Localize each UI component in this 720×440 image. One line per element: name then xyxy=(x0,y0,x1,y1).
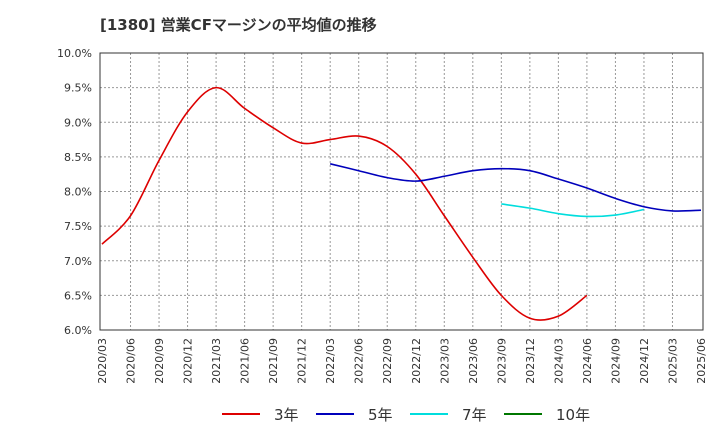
series-line-2 xyxy=(330,163,702,212)
legend-swatch xyxy=(316,413,354,415)
chart-title: [1380] 営業CFマージンの平均値の推移 xyxy=(100,16,377,34)
y-tick-label: 8.0% xyxy=(64,186,92,199)
x-tick-label: 2021/03 xyxy=(210,338,223,384)
y-tick-label: 9.0% xyxy=(64,116,92,129)
legend-item: 10年 xyxy=(504,402,590,426)
y-tick-label: 8.5% xyxy=(64,151,92,164)
x-tick-label: 2021/12 xyxy=(296,338,309,384)
x-tick-label: 2022/06 xyxy=(353,338,366,384)
x-tick-label: 2021/06 xyxy=(239,338,252,384)
x-tick-label: 2020/09 xyxy=(153,338,166,384)
x-tick-label: 2022/12 xyxy=(410,338,423,384)
legend-item: 5年 xyxy=(316,402,393,426)
legend: 3年 5年 7年 10年 xyxy=(0,402,720,426)
series-line-1 xyxy=(101,86,588,321)
series-line-3 xyxy=(501,203,645,218)
x-tick-label: 2023/06 xyxy=(467,338,480,384)
x-tick-label: 2024/09 xyxy=(609,338,622,384)
axis-layer: 6.0% 6.5% 7.0% 7.5% 8.0% 8.5% 9.0% 9.5% 10.0% 202… xyxy=(57,47,708,384)
x-tick-label: 2022/03 xyxy=(324,338,337,384)
x-tick-label: 2022/09 xyxy=(381,338,394,384)
x-tick-label: 2023/09 xyxy=(495,338,508,384)
legend-swatch xyxy=(410,413,448,415)
legend-swatch xyxy=(222,413,260,415)
y-tick-label: 7.5% xyxy=(64,220,92,233)
plot-border xyxy=(99,52,704,331)
y-tick-label: 10.0% xyxy=(57,47,92,60)
legend-label: 7年 xyxy=(462,405,487,424)
x-tick-label: 2024/12 xyxy=(638,338,651,384)
x-tick-label: 2021/09 xyxy=(267,338,280,384)
x-tick-label: 2020/12 xyxy=(182,338,195,384)
x-tick-label: 2024/03 xyxy=(552,338,565,384)
x-tick-label: 2023/03 xyxy=(438,338,451,384)
x-tick-label: 2020/06 xyxy=(125,338,138,384)
legend-label: 5年 xyxy=(368,405,393,424)
grid-layer xyxy=(100,53,703,330)
series-layer xyxy=(101,86,702,321)
legend-label: 10年 xyxy=(556,405,591,424)
legend-item: 7年 xyxy=(410,402,487,426)
legend-label: 3年 xyxy=(274,405,299,424)
y-tick-label: 9.5% xyxy=(64,82,92,95)
x-tick-label: 2025/03 xyxy=(666,338,679,384)
x-tick-label: 2025/06 xyxy=(695,338,708,384)
chart-svg: 6.0% 6.5% 7.0% 7.5% 8.0% 8.5% 9.0% 9.5% 10.0% 202… xyxy=(57,47,708,384)
y-tick-label: 7.0% xyxy=(64,255,92,268)
legend-item: 3年 xyxy=(222,402,299,426)
y-tick-label: 6.0% xyxy=(64,324,92,337)
x-tick-label: 2024/06 xyxy=(581,338,594,384)
y-tick-label: 6.5% xyxy=(64,289,92,302)
x-tick-label: 2023/12 xyxy=(524,338,537,384)
x-tick-label: 2020/03 xyxy=(96,338,109,384)
legend-swatch xyxy=(504,413,542,415)
